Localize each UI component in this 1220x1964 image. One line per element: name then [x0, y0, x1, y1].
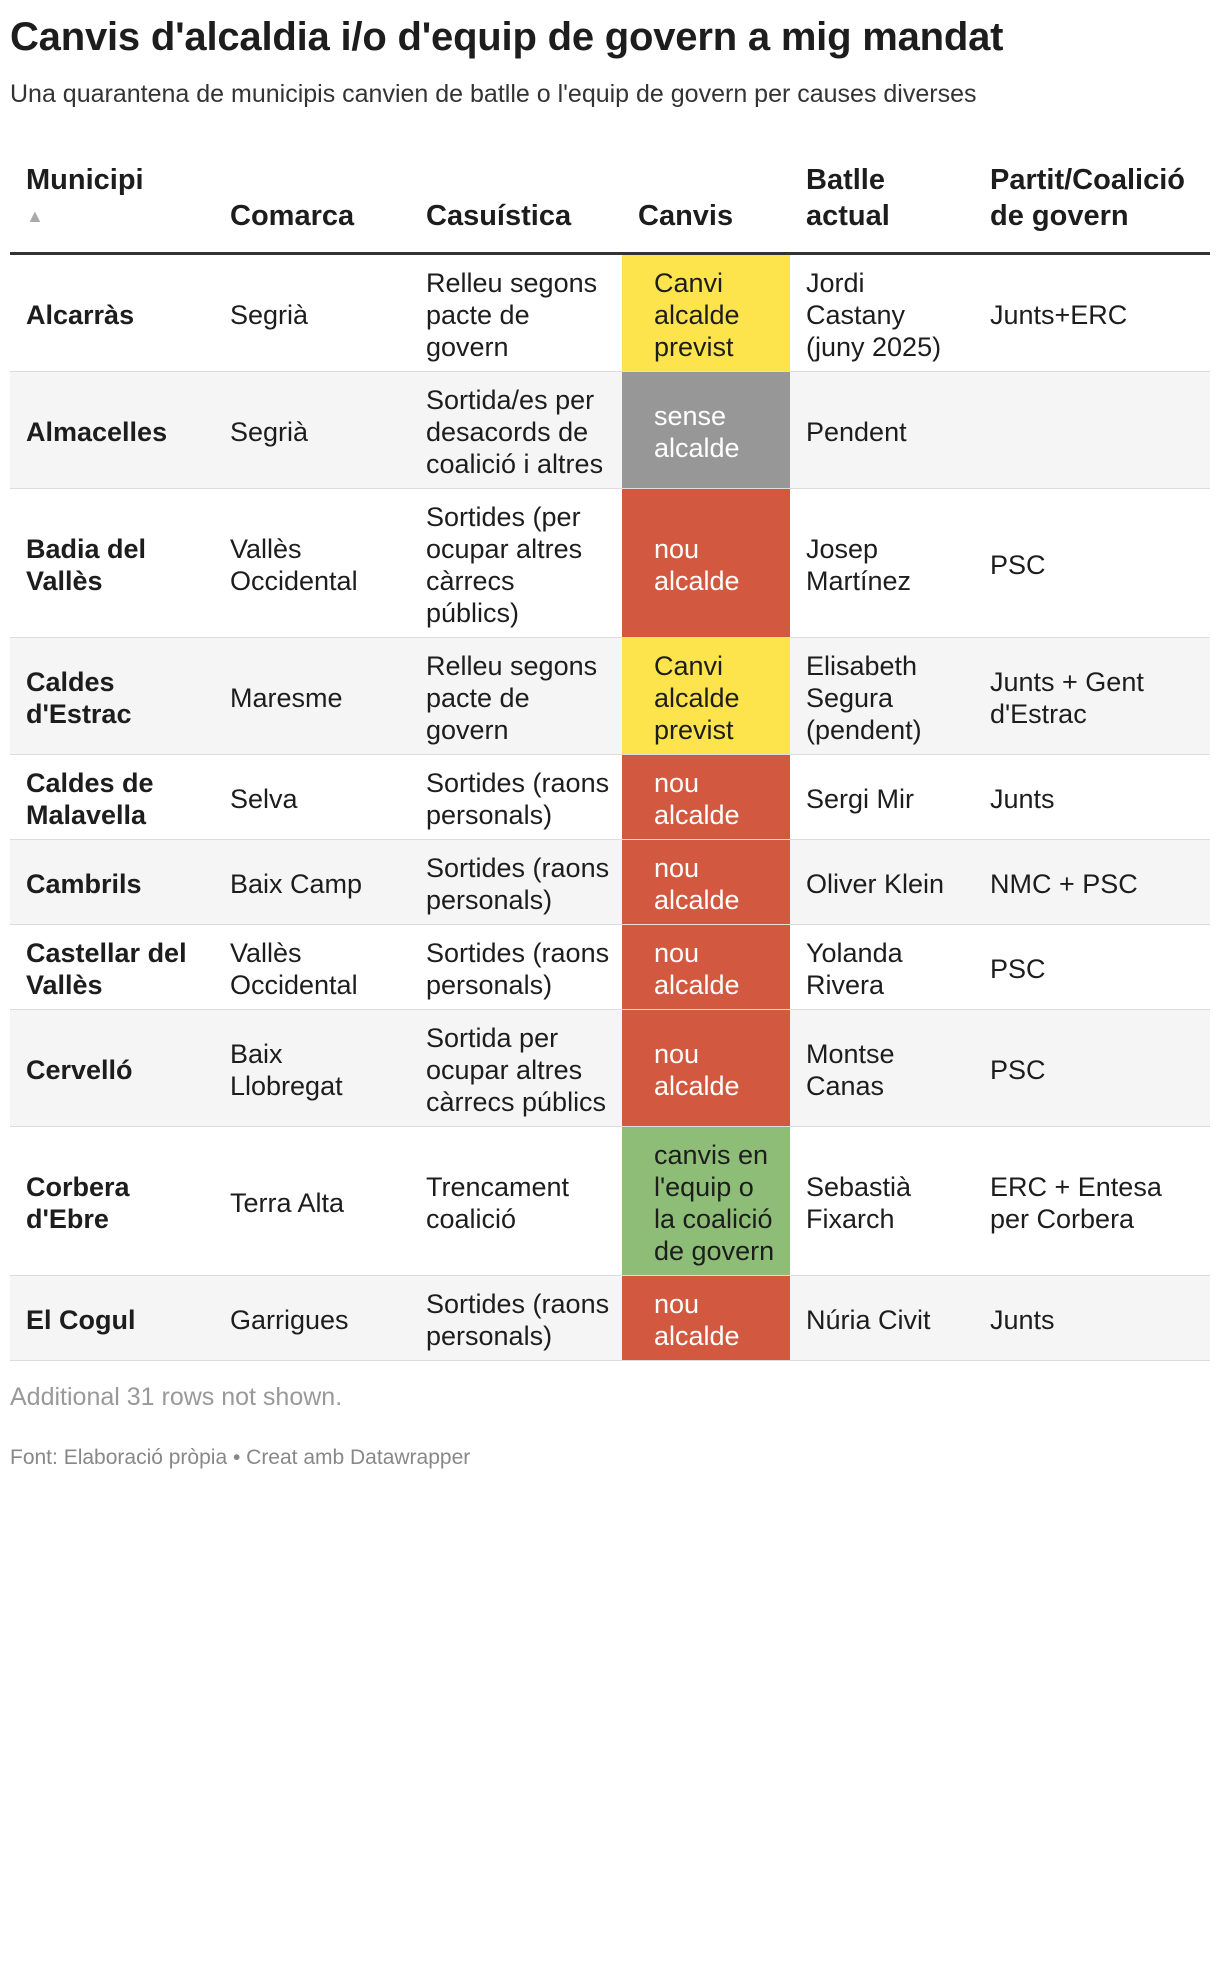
page-subtitle: Una quarantena de municipis canvien de b…	[10, 80, 977, 108]
cell-canvis: sense alcalde	[622, 371, 790, 489]
column-header-casuistica[interactable]: Casuística	[426, 200, 572, 232]
cell-casuistica: Sortides (raons personals)	[410, 839, 622, 925]
cell-batlle: Pendent	[790, 371, 974, 489]
column-header-canvis[interactable]: Canvis	[638, 200, 734, 232]
cell-comarca: Vallès Occidental	[214, 924, 410, 1010]
table-row: Alcarràs Segrià Relleu segons pacte de gov…	[10, 253, 1210, 372]
data-table: Municipi ▲ Comarca Casuística Canvis Bat…	[10, 162, 1210, 1361]
cell-canvis: nou alcalde	[622, 1009, 790, 1127]
cell-batlle: Josep Martínez	[790, 488, 974, 638]
cell-municipi: Caldes de Malavella	[10, 754, 214, 840]
cell-canvis: nou alcalde	[622, 488, 790, 638]
cell-partit: Junts+ERC	[974, 253, 1210, 372]
cell-comarca: Garrigues	[214, 1275, 410, 1361]
cell-casuistica: Relleu segons pacte de govern	[410, 637, 622, 755]
cell-canvis: nou alcalde	[622, 1275, 790, 1361]
cell-comarca: Vallès Occidental	[214, 488, 410, 638]
cell-partit	[974, 371, 1210, 489]
column-header-municipi[interactable]: Municipi ▲	[10, 162, 214, 254]
cell-municipi: Almacelles	[10, 371, 214, 489]
cell-canvis: nou alcalde	[622, 924, 790, 1010]
cell-batlle: Núria Civit	[790, 1275, 974, 1361]
rows-not-shown-note: Additional 31 rows not shown.	[10, 1383, 343, 1411]
table-row: Almacelles Segrià Sortida/es per desacords…	[10, 371, 1210, 489]
table-row: Cervelló Baix Llobregat Sortida per ocupar…	[10, 1009, 1210, 1127]
header-row: Municipi ▲ Comarca Casuística Canvis Bat…	[10, 162, 1210, 254]
table-row: Cambrils Baix Camp Sortides (raons persona…	[10, 839, 1210, 925]
cell-casuistica: Sortides (raons personals)	[410, 1275, 622, 1361]
cell-partit: Junts	[974, 1275, 1210, 1361]
cell-municipi: El Cogul	[10, 1275, 214, 1361]
cell-municipi: Alcarràs	[10, 253, 214, 372]
table-body: Alcarràs Segrià Relleu segons pacte de gov…	[10, 253, 1210, 1361]
cell-casuistica: Sortides (raons personals)	[410, 754, 622, 840]
table-row: Caldes d'Estrac Maresme Relleu segons pact…	[10, 637, 1210, 755]
cell-casuistica: Trencament coalició	[410, 1126, 622, 1276]
cell-comarca: Selva	[214, 754, 410, 840]
cell-batlle: Sergi Mir	[790, 754, 974, 840]
cell-municipi: Badia del Vallès	[10, 488, 214, 638]
cell-casuistica: Sortides (per ocupar altres càrrecs públ…	[410, 488, 622, 638]
cell-batlle: Jordi Castany (juny 2025)	[790, 253, 974, 372]
table-row: Castellar del Vallès Vallès Occidental Sor…	[10, 924, 1210, 1010]
cell-canvis: nou alcalde	[622, 839, 790, 925]
cell-batlle: Sebastià Fixarch	[790, 1126, 974, 1276]
column-header-batlle[interactable]: Batlle actual	[806, 164, 890, 232]
cell-municipi: Corbera d'Ebre	[10, 1126, 214, 1276]
cell-comarca: Segrià	[214, 371, 410, 489]
table-row: El Cogul Garrigues Sortides (raons persona…	[10, 1275, 1210, 1361]
cell-municipi: Caldes d'Estrac	[10, 637, 214, 755]
cell-batlle: Yolanda Rivera	[790, 924, 974, 1010]
cell-comarca: Terra Alta	[214, 1126, 410, 1276]
cell-partit: NMC + PSC	[974, 839, 1210, 925]
cell-municipi: Castellar del Vallès	[10, 924, 214, 1010]
cell-partit: PSC	[974, 488, 1210, 638]
cell-partit: PSC	[974, 1009, 1210, 1127]
chart-container: Canvis d'alcaldia i/o d'equip de govern …	[0, 14, 1220, 1470]
table-row: Caldes de Malavella Selva Sortides (raons …	[10, 754, 1210, 840]
cell-batlle: Elisabeth Segura (pendent)	[790, 637, 974, 755]
cell-municipi: Cambrils	[10, 839, 214, 925]
cell-casuistica: Sortida per ocupar altres càrrecs públic…	[410, 1009, 622, 1127]
cell-casuistica: Sortides (raons personals)	[410, 924, 622, 1010]
cell-batlle: Montse Canas	[790, 1009, 974, 1127]
cell-canvis: canvis en l'equip o la coalició de gover…	[622, 1126, 790, 1276]
page-title: Canvis d'alcaldia i/o d'equip de govern …	[10, 15, 1004, 59]
cell-comarca: Maresme	[214, 637, 410, 755]
source-footer: Font: Elaboració pròpia • Creat amb Data…	[10, 1446, 471, 1469]
cell-partit: PSC	[974, 924, 1210, 1010]
cell-comarca: Baix Camp	[214, 839, 410, 925]
cell-canvis: Canvi alcalde previst	[622, 253, 790, 372]
cell-partit: ERC + Entesa per Corbera	[974, 1126, 1210, 1276]
cell-casuistica: Relleu segons pacte de govern	[410, 253, 622, 372]
column-header-partit[interactable]: Partit/Coalició de govern	[990, 164, 1185, 232]
cell-canvis: Canvi alcalde previst	[622, 637, 790, 755]
column-header-comarca[interactable]: Comarca	[230, 200, 355, 232]
cell-comarca: Baix Llobregat	[214, 1009, 410, 1127]
table-header: Municipi ▲ Comarca Casuística Canvis Bat…	[10, 162, 1210, 254]
cell-canvis: nou alcalde	[622, 754, 790, 840]
cell-partit: Junts + Gent d'Estrac	[974, 637, 1210, 755]
cell-casuistica: Sortida/es per desacords de coalició i a…	[410, 371, 622, 489]
table-row: Corbera d'Ebre Terra Alta Trencament coali…	[10, 1126, 1210, 1276]
table-row: Badia del Vallès Vallès Occidental Sortide…	[10, 488, 1210, 638]
cell-partit: Junts	[974, 754, 1210, 840]
cell-comarca: Segrià	[214, 253, 410, 372]
cell-batlle: Oliver Klein	[790, 839, 974, 925]
sort-ascending-icon[interactable]: ▲	[26, 206, 44, 226]
cell-municipi: Cervelló	[10, 1009, 214, 1127]
